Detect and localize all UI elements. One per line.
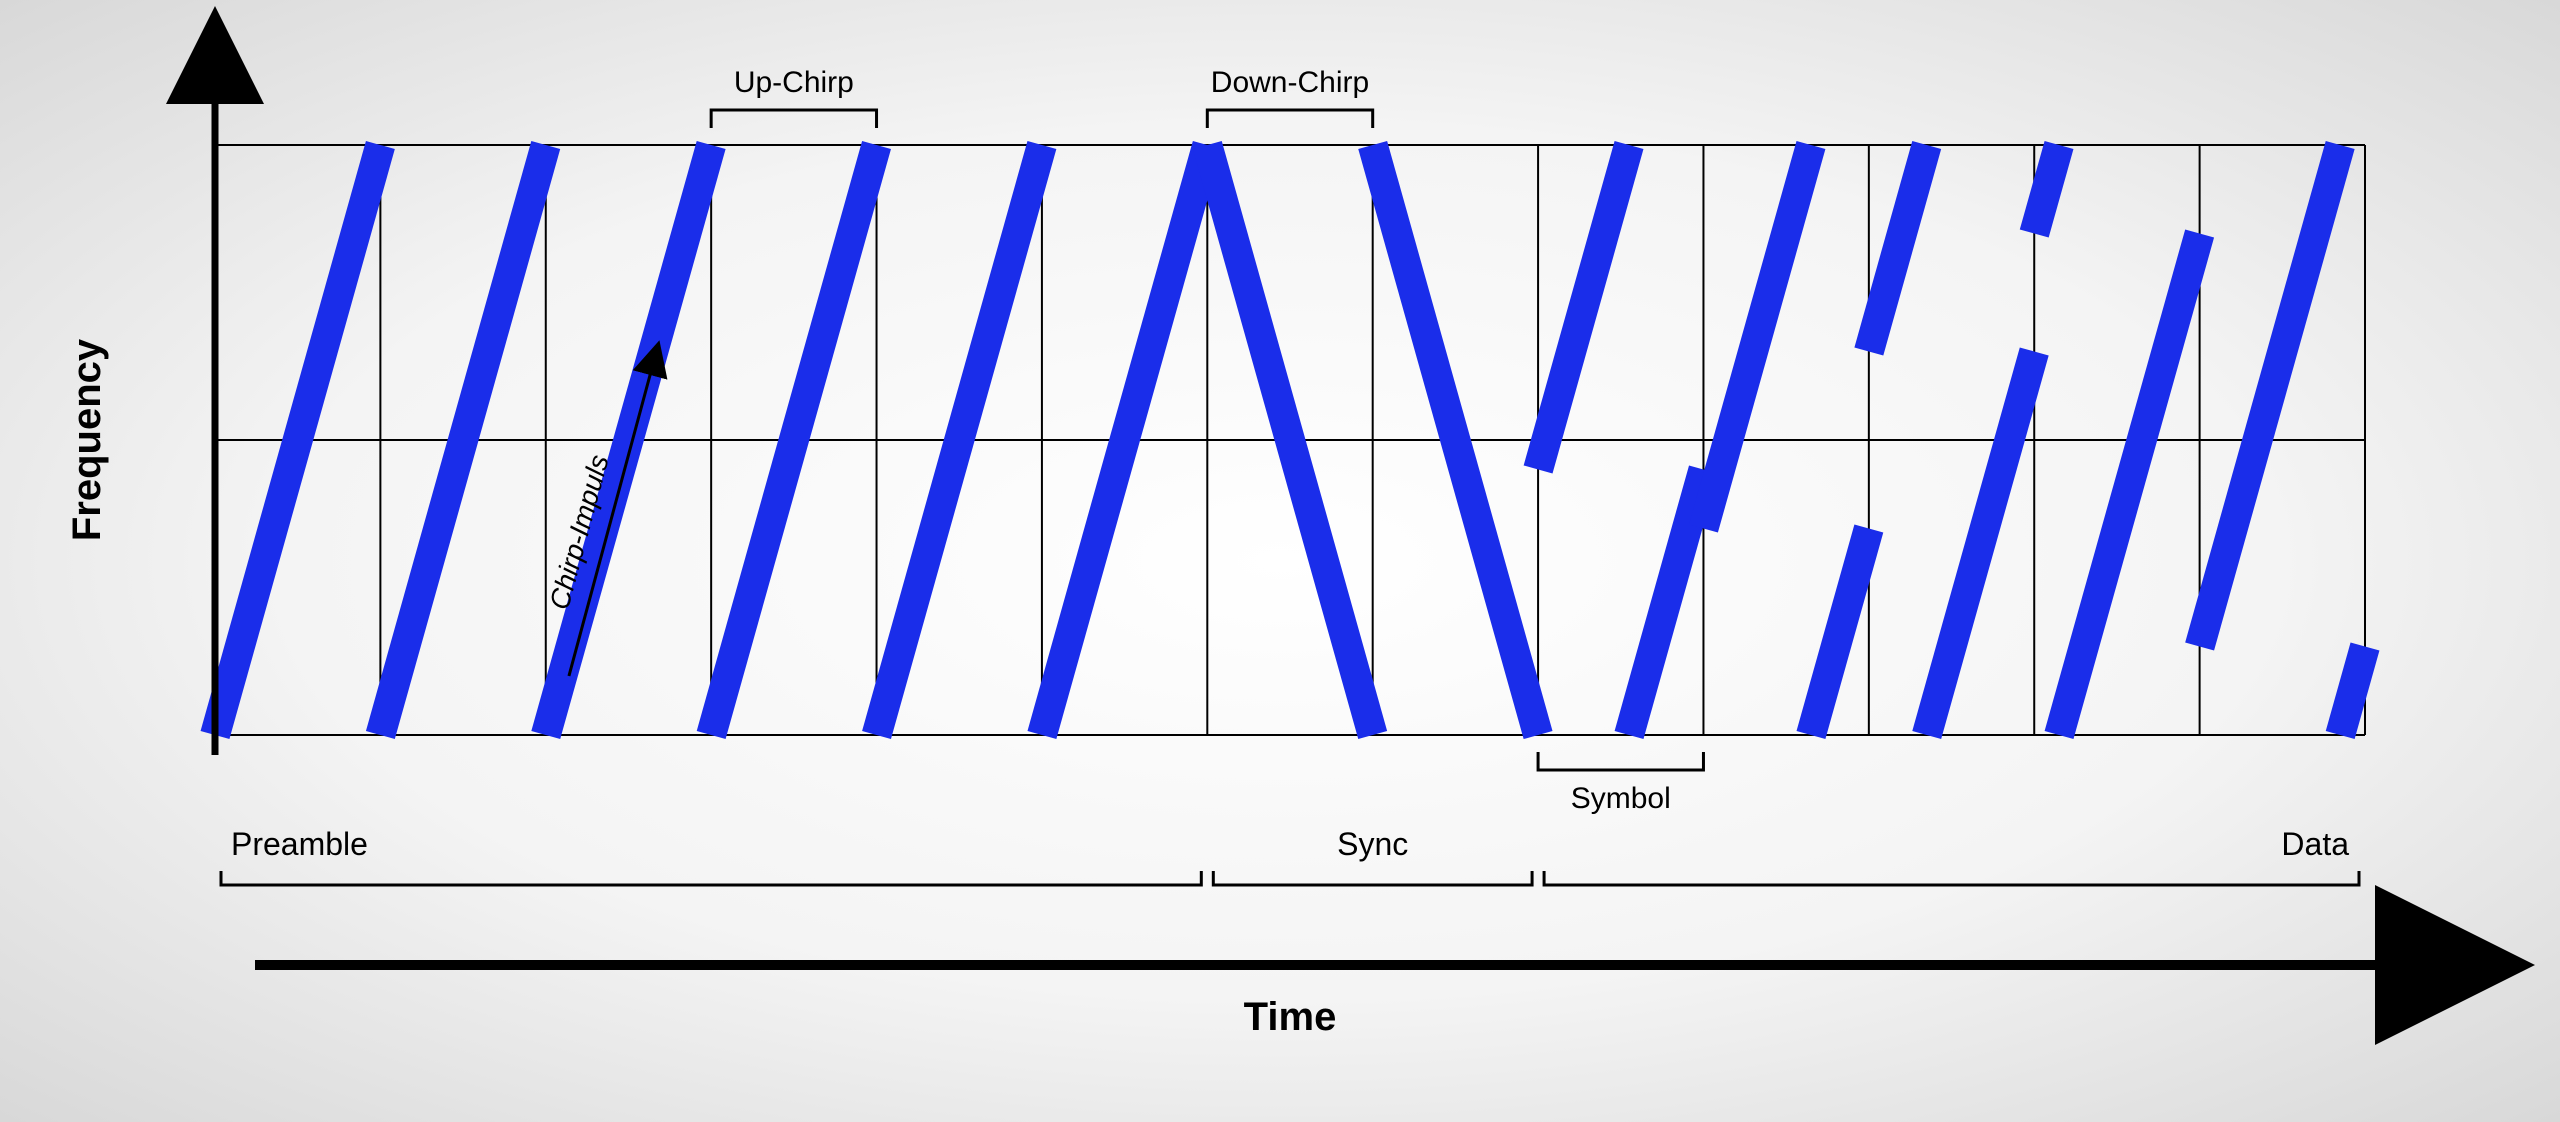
section-brackets: Preamble Sync Data (221, 826, 2359, 885)
top-annot-label: Up-Chirp (734, 66, 854, 99)
data-chirp-seg2 (1629, 470, 1703, 736)
data-chirp-seg1 (2034, 145, 2059, 234)
section-bracket (221, 871, 1201, 885)
data-chirp-seg1 (1538, 145, 1629, 470)
symbol-bracket (1538, 752, 1703, 770)
section-label: Preamble (231, 826, 368, 862)
data-chirp-seg1 (1703, 145, 1811, 529)
top-annot-label: Down-Chirp (1211, 66, 1369, 99)
section-label: Sync (1337, 826, 1408, 862)
chirp-diagram: FrequencyTime Up-ChirpDown-ChirpSymbolCh… (0, 0, 2560, 1122)
symbol-label: Symbol (1571, 782, 1671, 815)
section-bracket (1213, 871, 1532, 885)
data-chirp-seg2 (1811, 529, 1869, 736)
data-chirp-seg1 (2200, 145, 2341, 647)
data-chirp-seg1 (1869, 145, 1927, 352)
data-chirp-seg2 (1927, 352, 2035, 736)
top-bracket (711, 110, 876, 128)
x-axis-label: Time (1244, 995, 1337, 1039)
top-bracket (1207, 110, 1372, 128)
section-label: Data (2281, 826, 2349, 862)
y-axis-label: Frequency (65, 338, 109, 541)
data-chirp-seg2 (2059, 234, 2200, 736)
data-chirp-seg2 (2340, 647, 2365, 736)
section-bracket (1544, 871, 2359, 885)
